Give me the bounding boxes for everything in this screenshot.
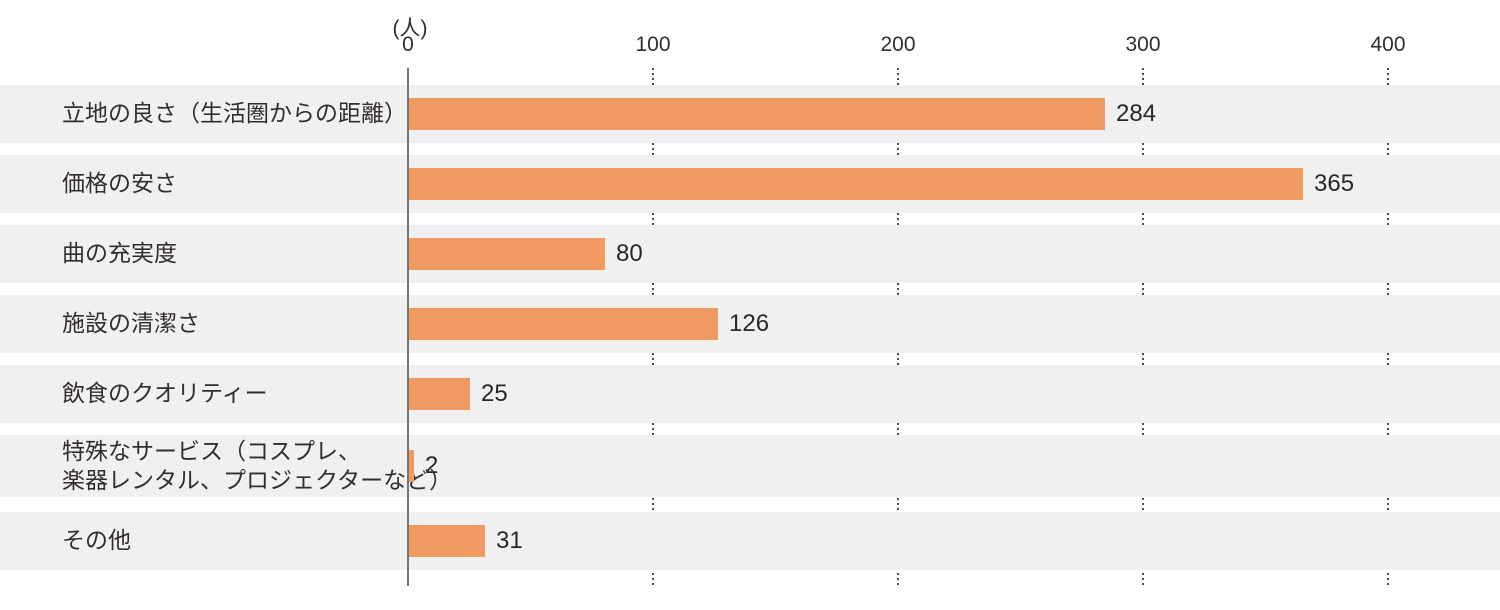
- bar: [409, 98, 1105, 130]
- x-tick-label: 0: [402, 33, 414, 56]
- x-tick-label: 400: [1370, 33, 1406, 56]
- category-label: 特殊なサービス（コスプレ、 楽器レンタル、プロジェクターなど）: [62, 437, 453, 493]
- row-band: [0, 435, 1500, 497]
- value-label: 31: [496, 527, 523, 554]
- value-label: 80: [616, 240, 643, 267]
- x-tick-label: 300: [1125, 33, 1161, 56]
- row-band: [0, 512, 1500, 570]
- row-band: [0, 225, 1500, 283]
- value-label: 2: [425, 452, 439, 479]
- bar: [409, 308, 718, 340]
- value-label: 126: [729, 310, 770, 337]
- category-label: その他: [62, 527, 131, 554]
- category-label: 施設の清潔さ: [62, 310, 200, 337]
- x-tick-label: 100: [635, 33, 671, 56]
- row-band: [0, 295, 1500, 353]
- category-label: 曲の充実度: [62, 240, 177, 267]
- category-label: 価格の安さ: [62, 170, 177, 197]
- value-label: 365: [1314, 170, 1355, 197]
- bar: [409, 378, 470, 410]
- x-tick-label: 200: [880, 33, 916, 56]
- value-label: 284: [1116, 100, 1157, 127]
- bar: [409, 168, 1303, 200]
- category-label: 飲食のクオリティー: [62, 380, 268, 407]
- axis-unit-label: (人): [392, 17, 428, 40]
- row-band: [0, 365, 1500, 423]
- bar: [409, 525, 485, 557]
- bar: [409, 450, 414, 482]
- zero-axis-line: [407, 68, 409, 586]
- category-label: 立地の良さ（生活圏からの距離）: [62, 100, 407, 127]
- bar: [409, 238, 605, 270]
- value-label: 25: [481, 380, 508, 407]
